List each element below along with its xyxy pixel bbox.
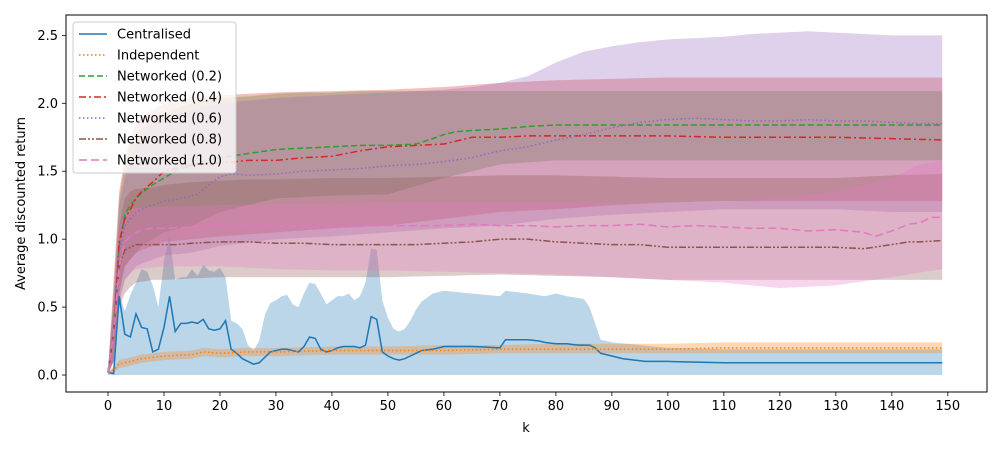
y-axis: 0.0 0.5 1.0 1.5 2.0 2.5 (37, 29, 66, 384)
line-centralised (107, 296, 943, 375)
band-networked-0-4 (107, 77, 943, 374)
x-tick-label: 80 (548, 399, 565, 414)
band-networked-1-0 (107, 160, 943, 374)
y-tick-label: 1.5 (37, 165, 58, 180)
legend-label: Networked (0.4) (117, 91, 222, 106)
x-tick-label: 130 (823, 399, 848, 414)
x-tick-label: 30 (268, 399, 285, 414)
x-tick-label: 110 (711, 399, 736, 414)
x-tick-label: 70 (492, 399, 509, 414)
legend-label: Independent (117, 49, 199, 64)
y-tick-label: 1.0 (37, 233, 58, 248)
legend: Centralised Independent Networked (0.2) Net… (72, 21, 237, 174)
line-networked-0-4 (107, 135, 943, 373)
x-tick-label: 50 (380, 399, 397, 414)
line-networked-1-0 (107, 216, 943, 373)
plot-area (65, 14, 988, 393)
y-tick-label: 2.5 (37, 29, 58, 44)
band-networked-0-6 (107, 31, 943, 374)
x-tick-label: 0 (104, 399, 112, 414)
x-tick-label: 90 (604, 399, 621, 414)
legend-label: Networked (0.6) (117, 112, 222, 127)
band-networked-0-8 (107, 173, 943, 374)
axes-frame (65, 14, 988, 393)
legend-label: Networked (0.2) (117, 70, 222, 85)
band-networked-0-2 (107, 91, 943, 374)
x-tick-label: 100 (655, 399, 680, 414)
y-axis-label: Average discounted return (14, 117, 29, 290)
x-tick-label: 150 (935, 399, 960, 414)
y-tick-label: 0.5 (37, 301, 58, 316)
x-axis: 0 10 20 30 40 50 60 70 80 90 100 110 120 130 140 150 (104, 392, 960, 414)
y-tick-label: 2.0 (37, 97, 58, 112)
series-lines (107, 117, 943, 375)
x-tick-label: 10 (156, 399, 173, 414)
y-tick-label: 0.0 (37, 369, 58, 384)
x-tick-label: 20 (212, 399, 229, 414)
confidence-bands (107, 31, 943, 376)
x-tick-label: 40 (324, 399, 341, 414)
legend-label: Networked (0.8) (117, 133, 222, 148)
line-networked-0-8 (107, 238, 943, 373)
line-networked-0-2 (107, 124, 943, 373)
x-tick-label: 140 (879, 399, 904, 414)
legend-label: Networked (1.0) (117, 154, 222, 169)
line-independent (107, 347, 943, 373)
x-tick-label: 60 (436, 399, 453, 414)
legend-label: Centralised (117, 28, 191, 43)
legend-box (72, 21, 237, 174)
x-axis-label: k (522, 421, 530, 436)
x-tick-label: 120 (767, 399, 792, 414)
